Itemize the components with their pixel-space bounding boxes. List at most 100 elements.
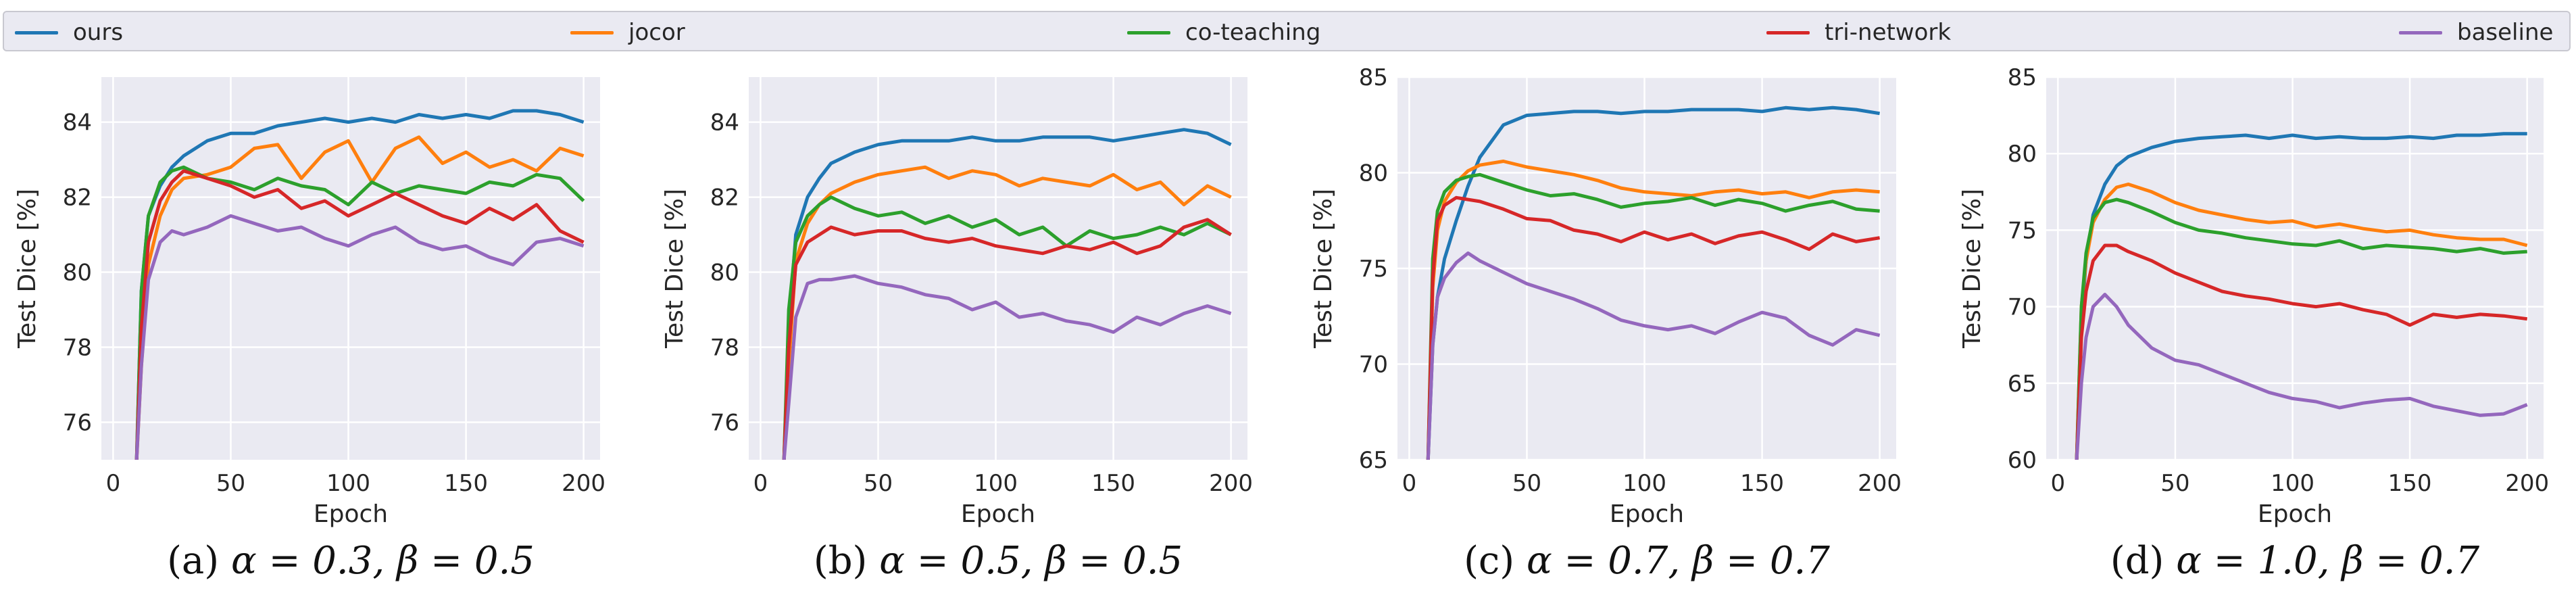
y-axis-label: Test Dice [%] [1958, 189, 1986, 349]
series-line-tri-network [1426, 195, 1881, 460]
x-tick-label: 150 [1740, 470, 1784, 497]
y-tick-label: 80 [1359, 160, 1388, 187]
y-tick-label: 78 [63, 335, 92, 362]
series-line-co-teaching [134, 165, 585, 460]
x-tick-label: 50 [216, 470, 245, 497]
y-tick-label: 78 [710, 335, 739, 362]
series-line-ours [2075, 132, 2527, 460]
legend-swatch [15, 30, 58, 34]
legend-swatch [1127, 30, 1170, 34]
legend-label: co-teaching [1185, 19, 1321, 46]
x-tick-label: 100 [1623, 470, 1666, 497]
caption-formula: α = 0.3, β = 0.5 [231, 539, 535, 583]
chart-panel: 0 50 100 150 200 65 70 75 80 85 Epoch Test Dice [%]… [1310, 64, 1902, 583]
y-tick-label: 80 [63, 260, 92, 287]
legend-label: jocor [628, 19, 685, 46]
series-line-jocor [1426, 160, 1880, 460]
series-line-tri-network [2075, 243, 2528, 460]
legend-swatch [570, 30, 614, 34]
y-tick-label: 75 [1359, 256, 1388, 283]
series-line-co-teaching [2075, 197, 2527, 460]
plot-area [749, 77, 1247, 460]
legend-item-ours: ours [15, 19, 123, 46]
x-tick-label: 150 [444, 470, 488, 497]
caption-formula: α = 0.7, β = 0.7 [1527, 539, 1830, 583]
caption-formula: α = 0.5, β = 0.5 [879, 539, 1183, 583]
x-tick-label: 50 [2160, 470, 2189, 497]
legend-label: tri-network [1825, 19, 1952, 46]
series-line-jocor [782, 165, 1232, 460]
x-axis-label: Epoch [2258, 500, 2332, 528]
y-tick-label: 65 [2008, 371, 2037, 398]
series-line-tri-network [134, 169, 585, 460]
x-tick-label: 200 [562, 470, 605, 497]
y-tick-label: 70 [1359, 352, 1388, 379]
series-line-co-teaching [1426, 172, 1880, 460]
legend-item-jocor: jocor [570, 19, 685, 46]
legend-swatch [2399, 30, 2442, 34]
series-line-ours [782, 128, 1232, 460]
y-tick-label: 80 [2008, 141, 2037, 168]
y-tick-label: 60 [2008, 447, 2037, 474]
caption-label: (c) [1464, 539, 1527, 583]
chart-panel: 0 50 100 150 200 76 78 80 82 84 Epoch Test Dice [%]… [661, 77, 1253, 583]
x-tick-label: 100 [974, 470, 1018, 497]
legend-item-tri-network: tri-network [1766, 19, 1951, 46]
chart-panel: 0 50 100 150 200 60 65 70 75 80 85 Epoch Test Dice [… [1958, 64, 2549, 583]
y-axis-label: Test Dice [%] [1310, 189, 1337, 349]
x-tick-label: 0 [2051, 470, 2066, 497]
plot-area [2046, 77, 2544, 460]
caption-formula: α = 1.0, β = 0.7 [2176, 539, 2479, 583]
series-line-baseline [782, 274, 1232, 460]
x-tick-label: 0 [753, 470, 768, 497]
legend-label: baseline [2457, 19, 2554, 46]
y-tick-label: 82 [710, 185, 739, 212]
y-tick-label: 65 [1359, 447, 1388, 474]
series-line-jocor [134, 135, 585, 460]
subfigure-caption: (d) α = 1.0, β = 0.7 [2110, 539, 2480, 583]
y-axis-label: Test Dice [%] [14, 189, 41, 349]
caption-label: (a) [167, 539, 231, 583]
subfigure-caption: (a) α = 0.3, β = 0.5 [167, 539, 535, 583]
y-tick-label: 80 [710, 260, 739, 287]
legend: ours jocor co-teaching tri-network basel… [3, 11, 2571, 51]
y-axis-label: Test Dice [%] [661, 189, 689, 349]
series-line-baseline [134, 214, 585, 460]
x-tick-label: 0 [106, 470, 121, 497]
chart-panel: 0 50 100 150 200 76 78 80 82 84 Epoch Test Dice [%]… [14, 77, 605, 583]
x-axis-label: Epoch [314, 500, 388, 528]
x-tick-label: 200 [1209, 470, 1253, 497]
y-tick-label: 76 [710, 410, 739, 437]
y-tick-label: 75 [2008, 217, 2037, 244]
x-tick-label: 200 [1858, 470, 1902, 497]
x-tick-label: 50 [1512, 470, 1541, 497]
series-line-ours [1426, 105, 1881, 460]
x-tick-label: 150 [2388, 470, 2432, 497]
x-tick-label: 100 [2271, 470, 2314, 497]
legend-label: ours [73, 19, 124, 46]
series-line-baseline [2075, 293, 2528, 460]
x-tick-label: 150 [1091, 470, 1135, 497]
series-line-co-teaching [782, 195, 1232, 460]
plot-area [101, 77, 600, 460]
x-axis-label: Epoch [1610, 500, 1684, 528]
y-tick-label: 85 [2008, 64, 2037, 91]
x-tick-label: 200 [2505, 470, 2549, 497]
caption-label: (d) [2110, 539, 2176, 583]
caption-label: (b) [814, 539, 879, 583]
x-axis-label: Epoch [961, 500, 1035, 528]
legend-item-co-teaching: co-teaching [1127, 19, 1320, 46]
y-tick-label: 84 [710, 110, 739, 137]
y-tick-label: 82 [63, 185, 92, 212]
y-tick-label: 70 [2008, 294, 2037, 321]
series-line-tri-network [782, 218, 1232, 460]
x-tick-label: 100 [326, 470, 370, 497]
subfigure-caption: (c) α = 0.7, β = 0.7 [1464, 539, 1830, 583]
legend-swatch [1766, 30, 1810, 34]
legend-item-baseline: baseline [2399, 19, 2553, 46]
x-tick-label: 50 [864, 470, 893, 497]
subfigure-caption: (b) α = 0.5, β = 0.5 [814, 539, 1183, 583]
y-tick-label: 84 [63, 110, 92, 137]
y-tick-label: 85 [1359, 64, 1388, 91]
